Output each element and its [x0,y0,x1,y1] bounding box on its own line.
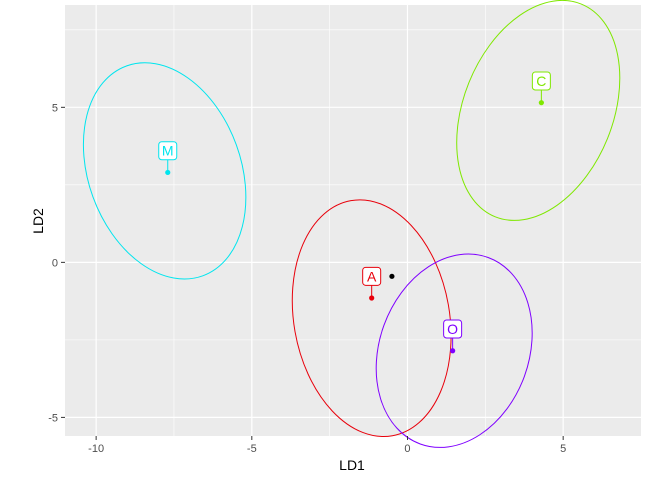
ellipse-m [82,62,247,280]
x-axis-title: LD1 [339,457,365,473]
label-text-o: O [447,321,458,337]
label-text-a: A [367,268,377,284]
ellipse-a [291,199,452,438]
label-box-c [531,71,551,91]
label-box-m [158,141,178,161]
overall-mean-point [389,273,395,279]
major-grid [65,5,641,436]
x-tick-label: 0 [404,443,410,455]
y-tick-label: 5 [52,102,58,114]
axes: -10 -5 0 5 -5 0 5 [48,102,566,455]
ellipse-o [375,253,533,448]
y-tick-label: 0 [52,257,58,269]
group-labels: A C M O [158,71,551,351]
x-tick-label: -10 [88,443,104,455]
y-axis-title: LD2 [30,208,46,234]
label-box-a [362,266,382,286]
minor-grid [65,5,641,436]
x-tick-label: -5 [247,443,257,455]
y-tick-label: -5 [48,412,58,424]
plot-panel [65,5,641,436]
label-text-c: C [536,73,546,89]
ellipses [82,0,621,448]
label-box-o [443,319,463,339]
x-tick-label: 5 [560,443,566,455]
ellipse-c [456,0,621,221]
label-text-m: M [162,143,174,159]
